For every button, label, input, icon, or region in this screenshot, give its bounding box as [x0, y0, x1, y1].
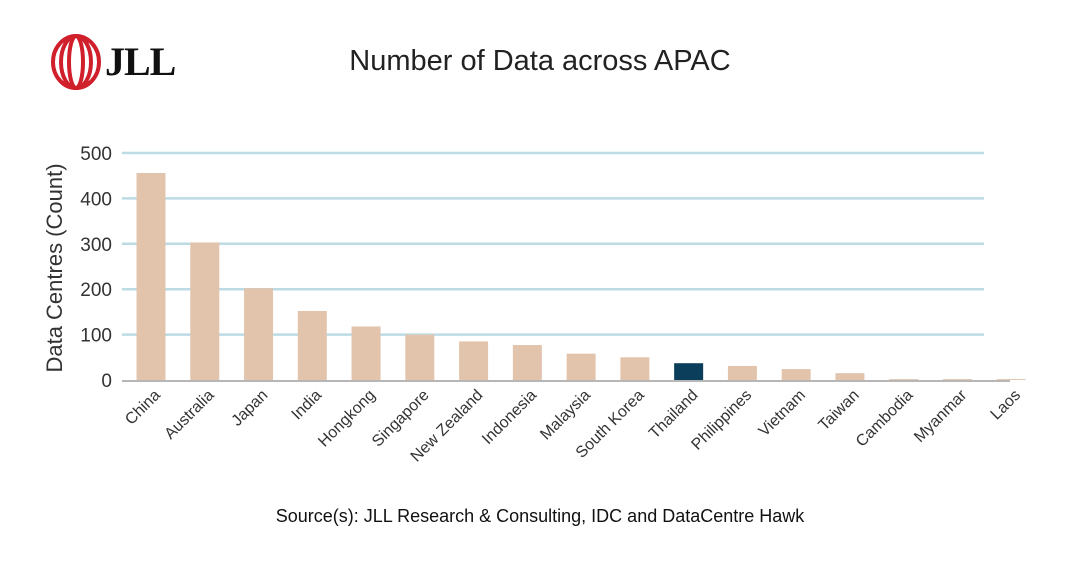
source-note: Source(s): JLL Research & Consulting, ID…: [275, 506, 805, 526]
gridlines: [122, 151, 984, 336]
chart-title: Number of Data across APAC: [349, 45, 730, 77]
x-tick-label: Japan: [229, 387, 272, 430]
bar-india: [297, 310, 327, 380]
x-tick-label: Vietnam: [756, 387, 809, 440]
bar-hongkong: [351, 326, 381, 380]
y-axis-label: Data Centres (Count): [42, 163, 67, 372]
bar-australia: [190, 242, 220, 380]
x-tick-label: Laos: [988, 387, 1025, 424]
bar-laos: [996, 379, 1026, 380]
x-tick-label: Cambodia: [853, 387, 917, 451]
bar-malaysia: [566, 353, 596, 380]
bar-thailand: [674, 363, 704, 380]
x-tick-label: Australia: [162, 387, 218, 443]
bar-myanmar: [942, 379, 972, 380]
x-tick-label: Indonesia: [479, 387, 540, 448]
logo-text: JLL: [105, 39, 176, 84]
x-tick-label: Taiwan: [816, 387, 863, 434]
y-tick-label: 300: [80, 235, 112, 256]
y-tick-label: 400: [80, 189, 112, 210]
bar-taiwan: [835, 373, 865, 380]
y-tick-label: 100: [80, 326, 112, 347]
bar-south-korea: [620, 357, 650, 380]
x-tick-label: China: [122, 387, 164, 429]
bar-philippines: [727, 365, 757, 380]
bars: [136, 172, 1026, 380]
bar-japan: [244, 288, 274, 380]
y-tick-label: 200: [80, 280, 112, 301]
x-tick-label: Myanmar: [911, 386, 971, 446]
x-tick-label: Malaysia: [537, 387, 594, 444]
bar-indonesia: [512, 345, 542, 380]
bar-singapore: [405, 334, 435, 380]
bar-vietnam: [781, 369, 811, 380]
y-tick-label: 0: [101, 371, 112, 392]
x-tick-label: India: [289, 387, 326, 424]
jll-logo: JLL: [50, 33, 180, 93]
jll-ribbon-logo-icon: [51, 34, 101, 90]
bar-chart: Number of Data across APAC Data Centres …: [42, 45, 1026, 465]
bar-china: [136, 172, 166, 380]
x-tick-label: Hongkong: [315, 387, 379, 451]
bar-cambodia: [889, 379, 919, 380]
y-tick-labels: 0 100 200 300 400 500: [80, 144, 112, 392]
bar-new-zealand: [459, 341, 489, 380]
x-tick-label: Thailand: [646, 387, 701, 442]
y-tick-label: 500: [80, 144, 112, 165]
